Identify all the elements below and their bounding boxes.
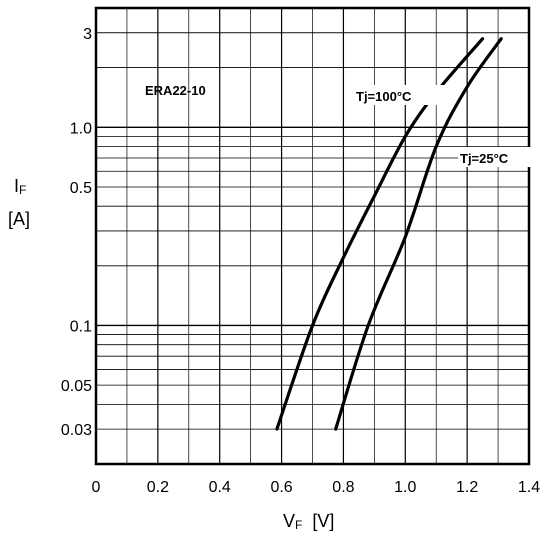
x-tick-label: 1.4 (518, 479, 540, 496)
y-tick-label: 0.05 (61, 378, 92, 395)
device-label: ERA22-10 (145, 83, 206, 98)
y-tick-labels: 3 1.0 0.5 0.1 0.05 0.03 (61, 26, 92, 439)
plot-frame (94, 6, 531, 466)
x-tick-label: 0.4 (209, 479, 231, 496)
y-tick-label: 1.0 (70, 120, 92, 137)
series1-label-bg (354, 85, 446, 105)
x-tick-label: 0.8 (332, 479, 354, 496)
x-tick-labels: 0 0.2 0.4 0.6 0.8 1.0 1.2 1.4 (92, 479, 541, 496)
series1-label: Tj=100°C (356, 89, 412, 104)
y-axis-label: IF (14, 176, 26, 197)
y-tick-label: 0.03 (61, 422, 92, 439)
y-axis-unit: [A] (8, 209, 30, 229)
y-tick-label: 0.5 (70, 180, 92, 197)
x-tick-label: 1.2 (456, 479, 478, 496)
series2-label-bg (458, 147, 538, 167)
y-axis-label-sub: F (19, 183, 26, 197)
grid-minor (96, 8, 529, 464)
x-axis-label: VF [V] (283, 511, 334, 532)
series2-label: Tj=25°C (460, 151, 509, 166)
x-axis-label-main: V (283, 511, 295, 531)
y-tick-label: 0.1 (70, 318, 92, 335)
y-tick-label: 3 (83, 26, 92, 43)
x-tick-label: 1.0 (394, 479, 416, 496)
x-tick-label: 0.2 (147, 479, 169, 496)
series-line-tj-25c (334, 37, 503, 431)
y-axis-label-main: I (14, 176, 19, 196)
x-tick-label: 0 (92, 479, 101, 496)
x-tick-label: 0.6 (270, 479, 292, 496)
x-axis-unit: [V] (312, 511, 334, 531)
x-axis-label-sub: F (295, 518, 302, 532)
